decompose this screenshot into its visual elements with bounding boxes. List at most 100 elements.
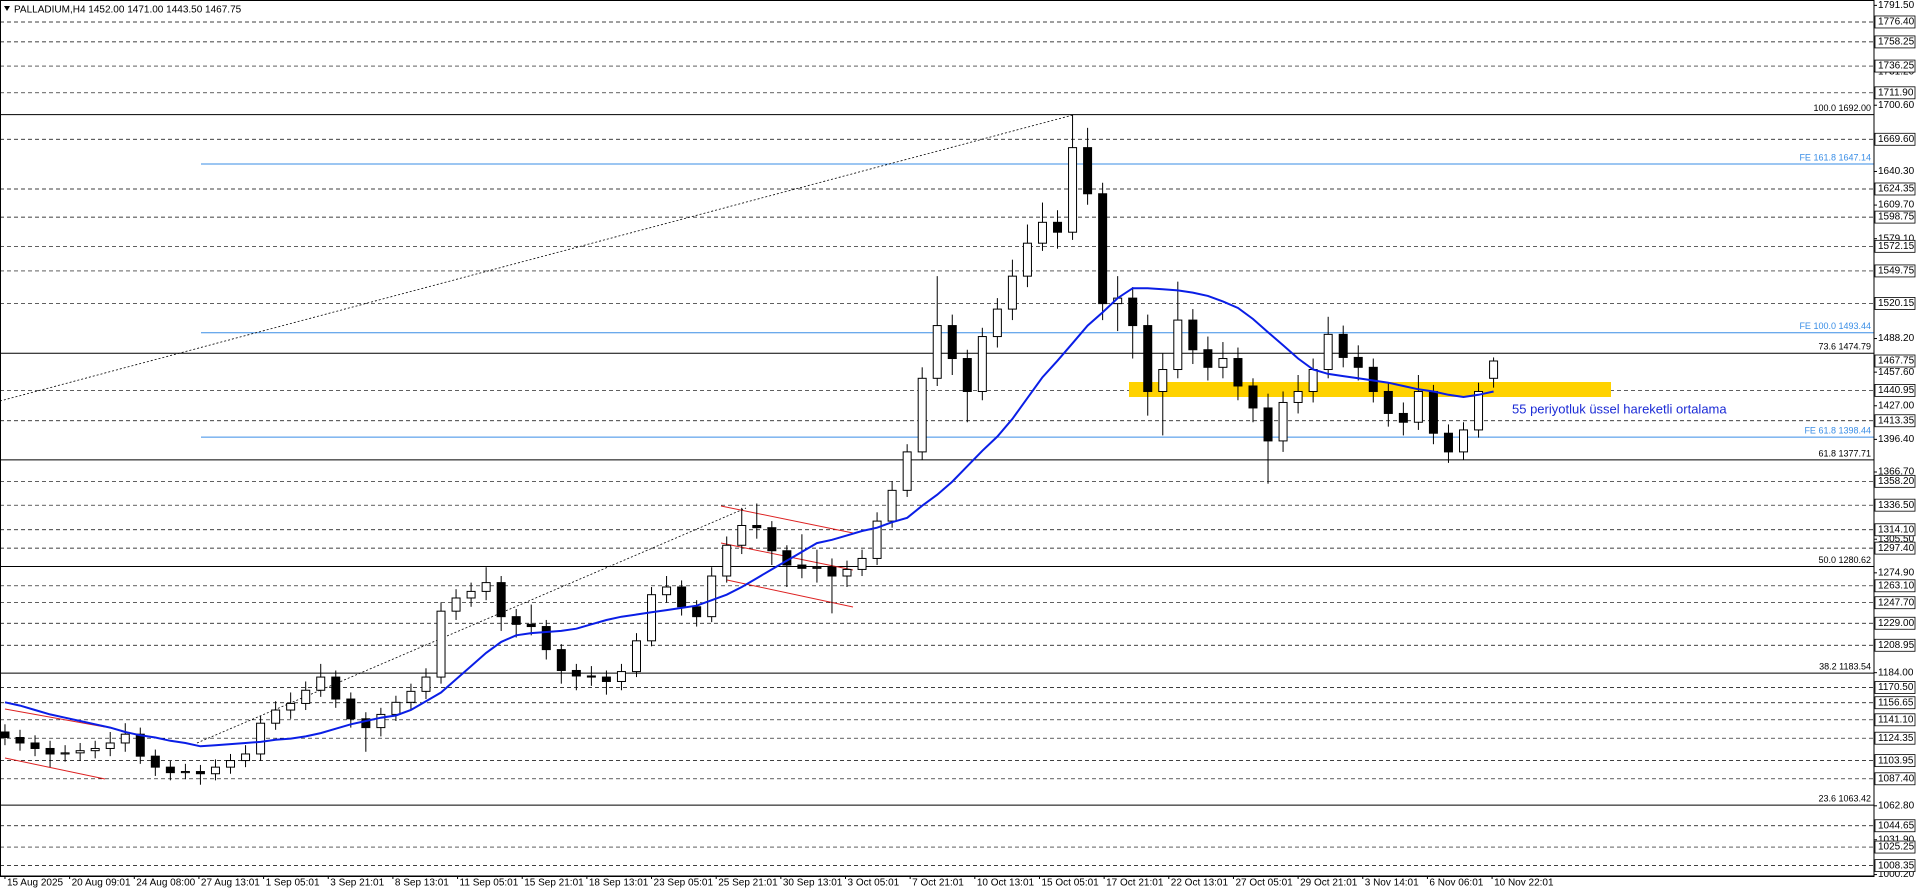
level-label: 1669.60 [1878,134,1915,145]
y-tick-label: 1396.40 [1878,434,1915,445]
candle-body [1037,221,1047,244]
candle-body [271,709,281,724]
level-label: 1124.35 [1878,733,1914,744]
level-box [1874,384,1916,397]
candle-body [1263,407,1273,442]
candle-body [1428,390,1438,434]
candle-body [752,524,762,529]
candle-body [932,325,942,379]
level-label: 1549.75 [1878,266,1915,277]
fibo-ext-label: FE 100.0 1493.44 [1799,321,1871,331]
candle-body [180,771,190,774]
candle-body [812,566,822,569]
level-box [1874,819,1916,833]
candle-body [1022,242,1032,277]
x-tick-label: 30 Sep 13:01 [783,878,843,888]
level-label: 1336.50 [1878,500,1915,511]
x-tick-label: 15 Aug 2025 [7,878,64,888]
candle-body [601,676,611,682]
candle-body [662,586,672,596]
fibo-label: 61.8 1377.71 [1818,448,1871,458]
level-label: 1229.00 [1878,618,1915,629]
candle-body [1007,275,1017,310]
candle-body [917,377,927,453]
candle-body [647,594,657,642]
fibo-label: 23.6 1063.42 [1818,794,1871,804]
x-tick-label: 20 Aug 09:01 [72,878,131,888]
y-tick-label: 1184.00 [1878,667,1914,678]
y-tick-label: 1366.70 [1878,467,1915,478]
candle-body [451,597,461,612]
level-label: 1170.50 [1878,682,1914,693]
candle-body [1338,333,1348,358]
candle-body [391,701,401,715]
y-tick-label: 1457.60 [1878,367,1915,378]
x-tick-label: 10 Nov 22:01 [1494,878,1554,888]
x-tick-label: 15 Oct 05:01 [1041,878,1099,888]
candle-body [135,733,145,757]
level-label: 1440.95 [1878,385,1915,396]
candle-body [1308,369,1318,392]
candle-body [1233,358,1243,387]
candle-body [1143,325,1153,392]
x-tick-label: 29 Oct 21:01 [1300,878,1358,888]
candle-body [120,733,130,744]
candle-body [1158,369,1168,392]
y-tick-label: 1640.30 [1878,166,1915,177]
level-box [1874,414,1916,428]
x-tick-label: 11 Sep 05:01 [460,878,519,888]
level-label: 1044.65 [1878,820,1915,831]
candle-body [45,747,55,755]
candle-body [962,358,972,392]
plot-frame [0,0,1875,877]
candle-body [1068,147,1078,233]
level-label: 1156.65 [1878,697,1914,708]
candle-body [1128,297,1138,327]
y-tick-label: 1274.90 [1878,567,1915,578]
x-tick-label: 3 Sep 21:01 [330,878,384,888]
level-box [1874,596,1916,610]
fibo-label: 38.2 1183.54 [1819,662,1871,672]
candle-body [1474,390,1484,431]
candle-body [1218,358,1228,368]
candle-body [0,731,10,738]
candle-body [947,325,957,360]
channel-line [4,708,106,728]
candle-body [75,750,85,754]
x-tick-label: 8 Sep 13:01 [395,878,449,888]
candle-body [677,586,687,608]
channel-line [4,757,106,780]
candle-body [496,582,506,618]
ema-line [4,287,1494,748]
y-tick-label: 1791.50 [1878,0,1915,11]
level-box [1874,35,1916,49]
level-label: 1572.15 [1878,241,1915,252]
candle-body [421,676,431,692]
x-tick-label: 23 Sep 05:01 [654,878,714,888]
drawings [0,114,1611,780]
symbol-menu-icon[interactable] [4,6,10,11]
x-tick-label: 27 Oct 05:01 [1235,878,1293,888]
candle-body [722,544,732,577]
candle-body [1489,360,1499,379]
level-label: 1103.95 [1878,755,1914,766]
level-box [1874,541,1916,555]
level-box [1874,182,1916,196]
candle-body [692,606,702,618]
fibo-label: 73.6 1474.79 [1818,342,1871,352]
y-tick-label: 1062.80 [1878,800,1915,811]
level-box [1874,59,1916,73]
candle-body [992,308,1002,338]
candle-body [436,610,446,678]
candle-body [346,698,356,720]
candle-body [316,676,326,691]
candle-body [571,669,581,677]
level-box [1874,498,1916,512]
y-tick-label: 1031.90 [1878,834,1915,845]
candle-body [887,489,897,522]
level-label: 1297.40 [1878,543,1915,554]
candle-body [90,747,100,752]
x-tick-label: 15 Sep 21:01 [524,878,584,888]
candle-body [1413,390,1423,423]
candle-body [165,766,175,774]
